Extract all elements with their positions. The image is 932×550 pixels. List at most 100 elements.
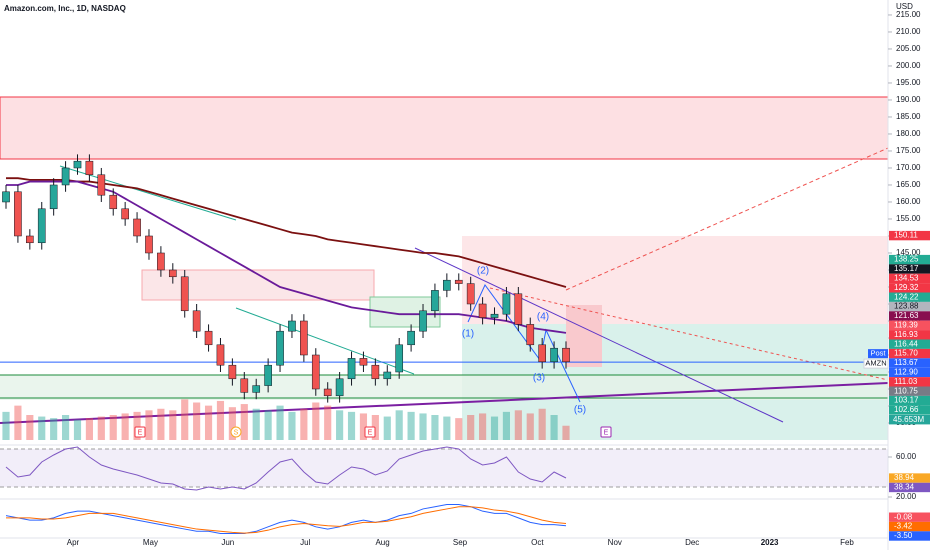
candle-body bbox=[431, 290, 439, 312]
trend-line bbox=[489, 287, 889, 381]
candle-body bbox=[121, 208, 129, 220]
price-marker-label: 38.94 bbox=[894, 473, 915, 482]
volume-bar bbox=[550, 415, 558, 440]
price-marker bbox=[889, 348, 930, 359]
volume-bar bbox=[383, 416, 391, 440]
candle-body bbox=[192, 310, 201, 332]
candle-body bbox=[466, 283, 475, 305]
price-marker bbox=[889, 358, 930, 368]
volume-marker-label: 45.653M bbox=[893, 415, 924, 424]
volume-bar bbox=[264, 410, 272, 440]
y-tick-label: 180.00 bbox=[896, 129, 921, 138]
candle-body bbox=[407, 330, 415, 346]
x-tick-label: Apr bbox=[67, 538, 80, 547]
volume-bar bbox=[169, 410, 177, 440]
candle-body bbox=[371, 364, 380, 380]
price-marker bbox=[889, 339, 930, 349]
volume-bar bbox=[514, 410, 522, 440]
rsi-line bbox=[5, 446, 567, 491]
candle-body bbox=[395, 344, 404, 373]
volume-bar bbox=[419, 413, 427, 440]
price-marker bbox=[889, 377, 930, 387]
volume-marker bbox=[889, 415, 930, 425]
price-marker-label: 115.70 bbox=[894, 349, 918, 358]
volume-bar bbox=[216, 400, 225, 440]
candle-body bbox=[490, 313, 499, 318]
candle-body bbox=[300, 320, 308, 356]
price-marker-label: 111.03 bbox=[894, 377, 918, 386]
price-marker-label: -0.08 bbox=[894, 512, 913, 521]
price-marker-label: 38.34 bbox=[894, 483, 915, 492]
price-marker bbox=[889, 405, 930, 415]
price-marker-label: 123.88 bbox=[894, 302, 919, 311]
post-tag bbox=[868, 349, 888, 359]
price-marker bbox=[889, 283, 930, 293]
price-marker-label: 121.63 bbox=[894, 311, 919, 320]
price-marker bbox=[889, 292, 930, 302]
price-marker-label: 134.53 bbox=[894, 274, 919, 283]
rsi-band bbox=[0, 449, 888, 487]
x-tick-label: Sep bbox=[453, 538, 468, 547]
volume-bar bbox=[359, 413, 368, 440]
candle-body bbox=[550, 347, 558, 363]
price-marker bbox=[889, 473, 930, 483]
volume-bar bbox=[252, 408, 260, 440]
candle-body bbox=[359, 358, 368, 366]
candle-body bbox=[14, 191, 22, 237]
x-tick-label: Jul bbox=[300, 538, 310, 547]
candle-body bbox=[26, 235, 34, 244]
volume-bar bbox=[312, 402, 320, 440]
candle-body bbox=[383, 371, 392, 380]
volume-bar bbox=[97, 416, 105, 440]
price-marker-label: 102.66 bbox=[894, 405, 919, 414]
x-tick-label: Aug bbox=[375, 538, 389, 547]
candle-body bbox=[2, 191, 10, 203]
price-marker bbox=[889, 512, 930, 522]
wave-label: (1) bbox=[462, 329, 474, 340]
volume-bar bbox=[109, 415, 117, 440]
symbol-label: AMZN bbox=[865, 359, 886, 368]
price-marker-label: 119.39 bbox=[894, 321, 918, 330]
price-marker-label: 138.25 bbox=[894, 255, 919, 264]
volume-bar bbox=[62, 415, 70, 440]
y-tick-label: 210.00 bbox=[896, 27, 921, 36]
candle-body bbox=[252, 385, 261, 393]
volume-bar bbox=[2, 411, 10, 440]
x-tick-label: Dec bbox=[685, 538, 699, 547]
y-tick-label: 185.00 bbox=[896, 112, 921, 121]
volume-bar bbox=[85, 418, 93, 440]
candle-body bbox=[288, 320, 296, 332]
volume-bar bbox=[50, 418, 58, 440]
candle-body bbox=[538, 344, 546, 363]
price-marker-label: 116.44 bbox=[894, 339, 918, 348]
candle-body bbox=[145, 235, 153, 254]
candle-body bbox=[133, 218, 141, 237]
volume-bar bbox=[467, 415, 475, 440]
volume-bar bbox=[181, 399, 189, 440]
price-marker bbox=[889, 320, 930, 331]
x-tick-label: Feb bbox=[840, 538, 854, 547]
candle-body bbox=[228, 364, 237, 380]
price-marker bbox=[889, 521, 930, 532]
candle-body bbox=[276, 330, 284, 366]
candle-body bbox=[97, 174, 106, 196]
volume-bar bbox=[38, 416, 46, 440]
candle-body bbox=[311, 354, 320, 390]
volume-bar bbox=[336, 410, 344, 440]
price-marker-label: 116.93 bbox=[894, 330, 918, 339]
volume-bar bbox=[228, 407, 236, 440]
candle-body bbox=[335, 378, 344, 397]
resistance-zone bbox=[0, 96, 889, 160]
volume-bar bbox=[502, 411, 510, 440]
y-tick-label: 60.00 bbox=[896, 452, 917, 461]
x-tick-label: Jun bbox=[221, 538, 234, 547]
candle-body bbox=[514, 293, 523, 325]
x-tick-label: Nov bbox=[608, 538, 622, 547]
event-marker bbox=[230, 426, 242, 438]
event-marker bbox=[134, 426, 146, 438]
candle-body bbox=[168, 269, 177, 278]
volume-bar bbox=[73, 419, 82, 440]
candle-body bbox=[61, 167, 70, 186]
candle-body bbox=[454, 279, 463, 284]
